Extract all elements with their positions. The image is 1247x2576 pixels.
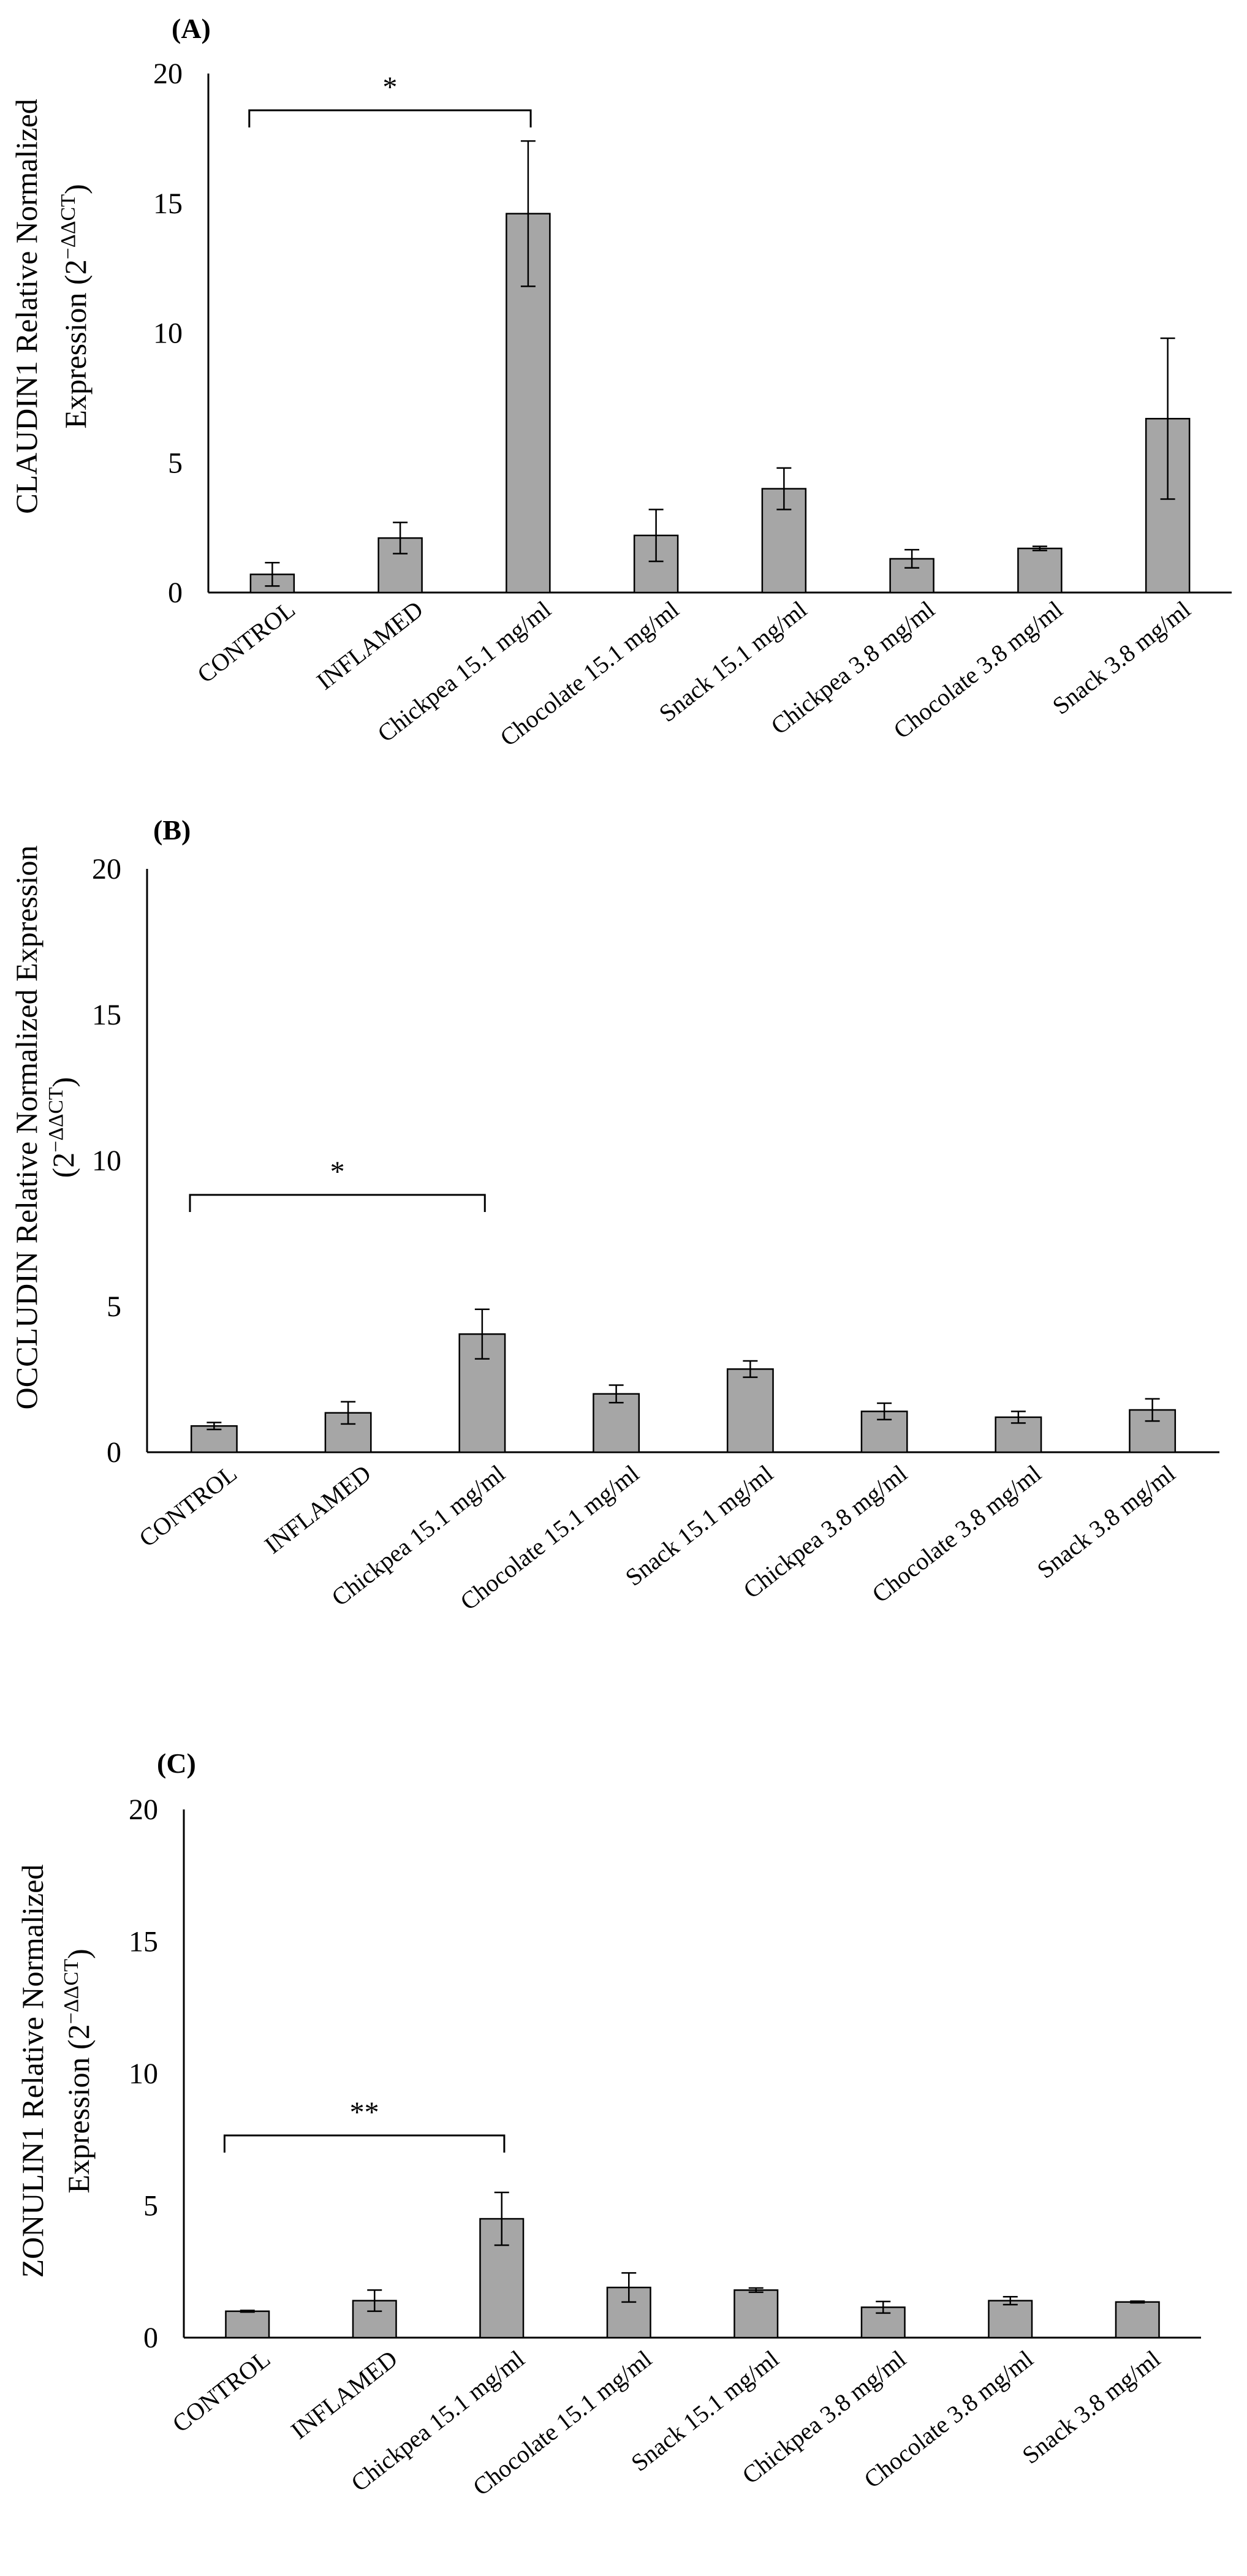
y-tick-label: 10 [129,2058,158,2090]
y-tick-label: 15 [92,999,121,1031]
significance-bracket [248,109,532,127]
x-tick-label: CONTROL [167,2345,276,2438]
y-tick-label: 0 [168,577,183,609]
y-axis-label-superscript: −ΔΔCT [57,194,80,260]
y-tick-label: 15 [129,1926,158,1958]
y-axis-label-line1: OCCLUDIN Relative Normalized Expression [9,846,44,1410]
panel-label: (B) [153,814,191,846]
significance-bracket [189,1194,486,1212]
x-tick-label: INFLAMED [286,2345,403,2445]
y-axis-label-line2: Expression (2−ΔΔCT) [57,184,93,428]
significance-label: * [330,1156,345,1188]
y-axis-label-base: Expression (2 [58,259,93,428]
panel-label: (A) [172,13,211,44]
bar-1 [225,2310,270,2339]
panel-label: (C) [157,1748,196,1779]
y-tick-label: 10 [153,317,183,350]
y-tick-label: 0 [107,1436,121,1469]
x-tick-label: INFLAMED [259,1460,376,1559]
y-axis-label-base: (2 [46,1153,80,1178]
y-tick-label: 5 [143,2190,158,2222]
bar-7 [1017,547,1063,594]
y-tick-label: 15 [153,188,183,220]
y-axis-label-close: ) [46,1077,80,1088]
bar-5 [733,2289,779,2339]
y-axis-label-line2: Expression (2−ΔΔCT) [60,1949,96,2193]
y-tick-label: 5 [107,1290,121,1323]
y-tick-label: 5 [168,447,183,479]
y-axis-label-line1: ZONULIN1 Relative Normalized [15,1865,50,2278]
x-tick-label: CONTROL [192,596,300,689]
y-axis-label-line2: (2−ΔΔCT) [45,1077,81,1178]
significance-label: ** [350,2096,379,2129]
y-axis-label-close: ) [61,1949,96,1959]
y-tick-label: 10 [92,1145,121,1177]
bar-8 [1115,2301,1160,2339]
bar-2 [377,537,423,594]
y-axis-label-line1: CLAUDIN1 Relative Normalized [9,99,44,514]
bar-4 [593,1393,640,1453]
y-axis-label-superscript: −ΔΔCT [45,1087,67,1153]
x-tick-label: Snack 3.8 mg/ml [1017,2345,1166,2469]
bar-5 [726,1368,774,1453]
y-tick-label: 20 [129,1794,158,1826]
bar-7 [988,2300,1033,2339]
x-tick-label: Snack 3.8 mg/ml [1047,596,1196,720]
y-tick-label: 20 [153,58,183,90]
x-tick-label: Snack 3.8 mg/ml [1032,1460,1180,1584]
x-tick-label: INFLAMED [311,596,428,695]
bar-8 [1145,418,1191,594]
significance-bracket [223,2134,506,2153]
x-tick-label: CONTROL [134,1460,242,1553]
y-axis-label-close: ) [58,184,93,194]
y-tick-label: 0 [143,2322,158,2354]
y-axis-label-base: Expression (2 [61,2024,96,2193]
bar-4 [606,2286,651,2339]
significance-label: * [382,71,397,104]
y-tick-label: 20 [92,853,121,885]
y-axis-label-superscript: −ΔΔCT [60,1959,83,2025]
